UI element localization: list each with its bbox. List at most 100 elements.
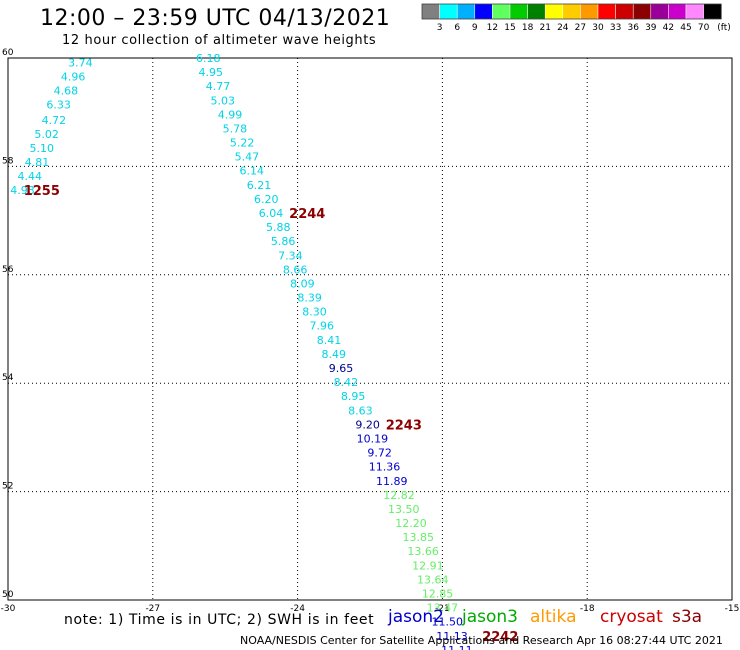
colorbar-label: 15 [504,23,515,33]
orbit-label: 2243 [386,418,422,433]
credit-line: NOAA/NESDIS Center for Satellite Applica… [240,634,723,647]
colorbar-label: 12 [487,23,498,33]
wave-height-point: 7.34 [278,249,303,262]
wave-height-point: 13.64 [417,573,449,586]
wave-height-point: 4.93 [10,184,35,197]
wave-height-point: 6.14 [239,165,264,178]
wave-height-point: 12.91 [412,559,444,572]
y-tick-label: 56 [2,265,14,275]
wave-height-point: 5.03 [211,94,236,107]
legend-jason2: jason2 [388,607,444,627]
legend-cryosat: cryosat [600,607,663,627]
orbit-label: 2244 [289,207,325,222]
wave-height-point: 8.42 [334,376,359,389]
wave-height-point: 13.47 [427,602,459,615]
colorbar-label: 33 [610,23,621,33]
wave-height-point: 12.85 [422,587,454,600]
plot-frame [7,57,733,601]
wave-height-point: 5.22 [230,137,255,150]
wave-height-point: 4.68 [54,85,79,98]
x-tick-label: -24 [290,604,305,614]
wave-height-point: 9.20 [355,418,380,431]
wave-height-point: 11.50 [431,616,463,629]
colorbar-swatch [668,3,687,20]
colorbar-label: 30 [592,23,604,33]
x-tick-label: -30 [1,604,16,614]
colorbar-label: 42 [663,23,674,33]
colorbar-swatch [632,3,652,20]
wave-height-point: 10.19 [357,432,389,445]
wave-height-point: 7.96 [309,320,334,333]
wave-height-point: 4.44 [17,170,42,183]
wave-height-point: 4.95 [198,66,223,79]
wave-height-point: 4.96 [61,70,86,83]
colorbar-label: 6 [454,23,460,33]
wave-height-point: 8.39 [297,292,322,305]
wave-height-point: 11.11 [441,644,473,650]
wave-height-point: 4.99 [218,108,243,121]
colorbar-label: 45 [680,23,691,33]
x-tick-label: -15 [725,604,740,614]
wave-height-point: 11.13 [436,630,468,643]
wave-height-point: 8.49 [322,348,347,361]
colorbar-swatch [580,3,599,20]
colorbar-label: 70 [698,23,710,33]
wave-height-point: 8.09 [290,277,315,290]
wave-height-point: 5.88 [266,221,291,234]
legend-altika: altika [530,607,577,627]
wave-height-point: 4.72 [42,114,67,127]
orbit-label: 1255 [24,184,60,199]
wave-height-point: 13.50 [388,503,420,516]
wave-height-point: 6.18 [196,52,221,65]
wave-height-point: 6.04 [259,207,284,220]
colorbar-swatch [456,3,476,20]
colorbar-label: 21 [539,23,550,33]
colorbar-label: 18 [522,23,534,33]
colorbar-swatch [474,3,493,20]
colorbar-swatch [439,3,458,20]
wave-height-point: 6.21 [247,179,272,192]
wave-height-point: 8.95 [341,390,366,403]
colorbar-label: 39 [645,23,657,33]
colorbar-swatch [527,3,546,20]
wave-height-point: 5.10 [30,142,55,155]
y-tick-label: 50 [2,590,14,600]
colorbar-swatch [509,3,528,20]
colorbar-label: 27 [575,23,586,33]
wave-height-point: 9.72 [367,447,392,460]
wave-height-point: 11.89 [376,475,408,488]
wave-height-point: 8.41 [317,334,342,347]
wave-height-point: 3.74 [68,56,93,69]
x-tick-label: -18 [580,604,595,614]
colorbar-swatch [544,3,564,20]
wave-height-point: 6.20 [254,193,279,206]
colorbar-unit: (ft) [717,23,731,33]
wave-height-point: 8.30 [302,306,327,319]
y-tick-label: 58 [2,156,14,166]
wave-height-point: 13.66 [407,545,439,558]
colorbar-label: 3 [437,23,443,33]
wave-height-point: 6.33 [46,99,71,112]
wave-height-point: 12.20 [395,517,427,530]
wave-height-point: 11.36 [369,461,401,474]
legend-s3a: s3a [672,607,703,627]
wave-height-point: 5.02 [34,128,59,141]
wave-height-point: 5.78 [223,122,248,135]
colorbar-label: 36 [627,23,639,33]
wave-height-point: 13.85 [403,531,435,544]
wave-height-point: 4.77 [206,80,231,93]
legend-jason3: jason3 [462,607,518,627]
colorbar-swatch [615,3,634,20]
wave-height-point: 9.65 [329,362,354,375]
wave-height-point: 4.81 [25,156,50,169]
wave-height-point: 5.86 [271,235,296,248]
colorbar-swatch [492,3,511,20]
colorbar-swatch [597,3,616,20]
colorbar-swatch [421,3,440,20]
colorbar-swatch [650,3,669,20]
y-tick-label: 54 [2,373,14,383]
colorbar-swatch [562,3,581,20]
x-tick-label: -21 [435,604,450,614]
